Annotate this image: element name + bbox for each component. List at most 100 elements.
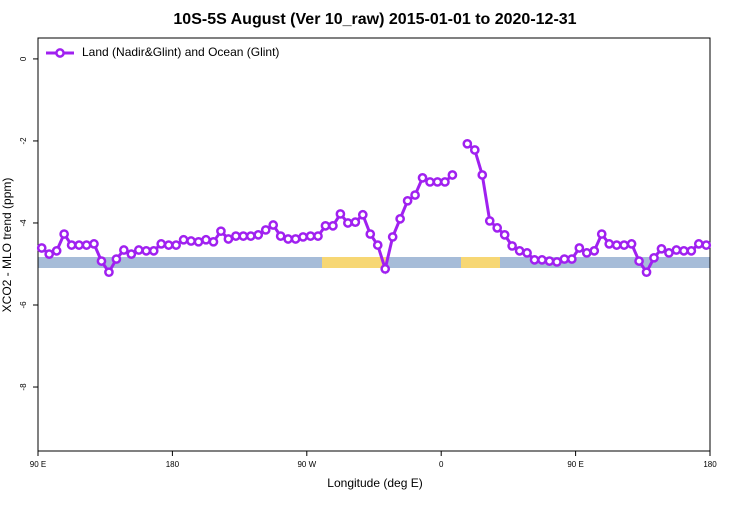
data-point [701,240,712,250]
data-point [245,231,256,241]
data-point [365,229,376,239]
data-point [440,177,450,187]
data-point [656,243,667,254]
data-point [462,138,473,149]
data-point [679,246,689,256]
data-point [208,236,219,247]
data-point [89,239,99,249]
data-point [380,264,391,274]
data-point [544,256,555,266]
data-point [507,241,517,251]
data-point [589,246,600,256]
data-point [641,267,652,278]
data-point [484,216,495,226]
data-point [559,254,570,264]
data-point [260,225,271,235]
data-point [611,240,622,250]
data-point [126,249,137,259]
data-point [298,232,308,242]
data-point [66,240,77,250]
data-point [425,177,435,187]
data-point [148,246,159,256]
data-point [372,240,383,250]
data-point [275,231,286,241]
data-point [499,230,510,240]
y-axis-label: XCO2 - MLO trend (ppm) [0,178,14,313]
data-point [350,217,361,227]
data-point [44,249,55,259]
data-point [492,223,503,233]
data-point [574,243,585,253]
data-point [686,246,697,256]
data-point [231,231,241,241]
data-point [567,254,577,264]
chart-title: 10S-5S August (Ver 10_raw) 2015-01-01 to… [173,11,576,28]
x-tick-label: 90 E [30,460,46,469]
data-point [387,232,398,242]
data-point [201,234,211,245]
data-point [522,248,532,258]
land-band [461,257,500,268]
x-tick-label: 180 [703,460,717,469]
data-point [186,236,196,246]
data-point [410,190,420,200]
data-point [290,234,301,244]
data-point [447,170,458,180]
data-point [283,234,293,244]
x-axis-label: Longitude (deg E) [327,476,422,490]
data-point [649,252,659,263]
data-point [305,231,316,241]
data-point [141,246,152,256]
data-point [552,257,562,267]
data-point [335,209,346,219]
data-point [51,246,62,256]
data-point [604,239,615,249]
data-point [402,195,413,206]
land-band [322,257,386,268]
data-point [529,255,540,265]
y-tick-label: -6 [19,301,28,309]
data-point [223,234,234,244]
data-point [268,220,279,230]
data-point [395,214,405,224]
y-tick-label: -8 [19,383,28,391]
data-point [81,240,92,250]
data-point [537,255,547,265]
data-point [111,254,122,264]
data-point [171,240,181,250]
data-point [634,256,644,266]
data-point [119,245,129,255]
data-point [156,239,167,249]
data-point [581,248,592,258]
x-tick-label: 0 [439,460,444,469]
data-point [163,240,174,250]
data-point [596,229,607,239]
data-point [313,231,323,241]
data-point [74,240,84,250]
x-tick-label: 90 E [567,460,583,469]
data-point [357,209,368,220]
y-tick-label: 0 [19,56,28,61]
data-point [626,239,637,249]
data-point [343,218,353,228]
data-point [477,170,488,180]
data-point [238,231,249,241]
data-point [320,220,331,231]
data-point [253,230,264,240]
x-tick-label: 90 W [297,460,316,469]
data-point [693,239,704,249]
data-point [216,226,226,237]
data-point [104,267,114,278]
data-point [133,245,144,255]
legend-label: Land (Nadir&Glint) and Ocean (Glint) [82,45,279,59]
data-point [417,173,428,183]
data-point [328,220,338,231]
data-point [96,256,107,266]
data-point [432,177,443,187]
legend-marker [55,48,65,58]
x-tick-label: 180 [166,460,180,469]
data-point [36,243,47,253]
data-point [469,145,480,155]
